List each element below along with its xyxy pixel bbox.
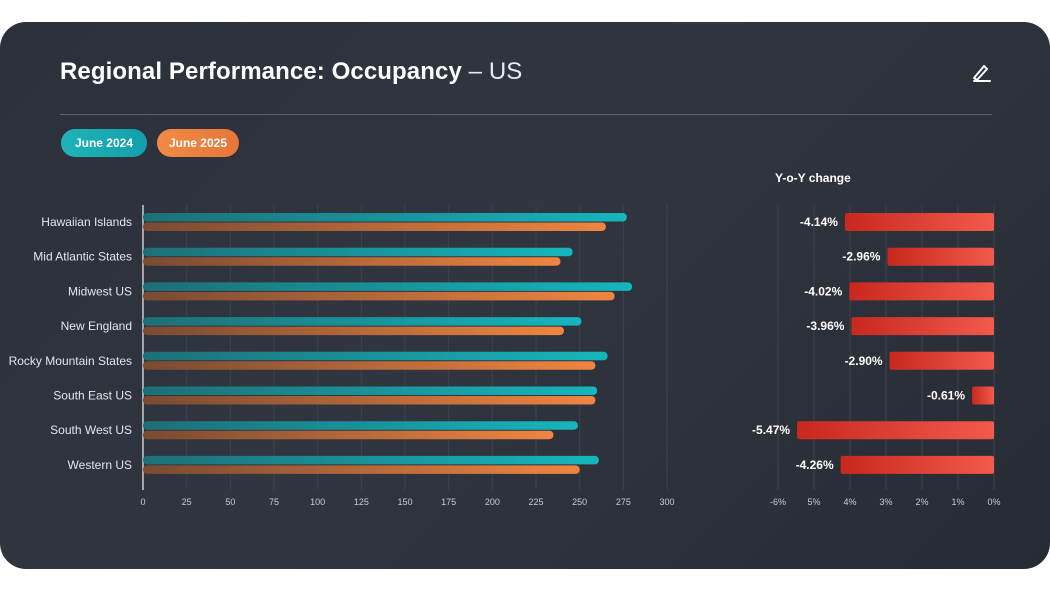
bar-june-2025 xyxy=(143,430,554,440)
yoy-data-label: -0.61% xyxy=(927,389,965,403)
category-label: South West US xyxy=(50,423,132,437)
category-label: Rocky Mountain States xyxy=(9,354,132,368)
yoy-bar xyxy=(844,213,994,231)
x-tick-label: 5% xyxy=(807,497,820,507)
yoy-bar xyxy=(797,421,994,440)
yoy-data-label: -4.02% xyxy=(804,284,842,298)
chart-title: Regional Performance: Occupancy – US xyxy=(60,58,522,86)
yoy-bar xyxy=(851,317,994,336)
bar-june-2024 xyxy=(143,455,599,465)
x-tick-label: 4% xyxy=(843,497,856,507)
yoy-data-label: -3.96% xyxy=(806,319,844,333)
x-tick-label: 225 xyxy=(528,497,543,507)
yoy-data-label: -5.47% xyxy=(752,423,790,437)
bar-june-2025 xyxy=(143,361,596,370)
bar-june-2024 xyxy=(143,386,598,395)
bar-june-2025 xyxy=(143,465,580,474)
bar-june-2025 xyxy=(143,291,615,301)
yoy-chart-title: Y-o-Y change xyxy=(775,171,851,185)
edit-pen-icon[interactable] xyxy=(970,60,994,84)
bar-june-2024 xyxy=(143,421,578,430)
legend-june-2024[interactable]: June 2024 xyxy=(61,129,147,157)
bar-june-2024 xyxy=(143,282,633,291)
category-label: Western US xyxy=(68,458,132,472)
yoy-bar xyxy=(849,282,994,301)
x-tick-label: 175 xyxy=(441,497,456,507)
yoy-data-label: -2.96% xyxy=(842,250,880,264)
x-tick-label: 100 xyxy=(310,497,325,507)
category-label: South East US xyxy=(53,389,132,403)
bar-june-2025 xyxy=(143,222,606,231)
x-tick-label: 150 xyxy=(397,497,412,507)
occupancy-bar-chart: 0 25 50 75 100 125 150 175 200 225 250 275 300 Hawaii… xyxy=(9,205,675,507)
category-label: Midwest US xyxy=(68,284,132,298)
yoy-bar xyxy=(889,351,994,370)
x-tick-label: 125 xyxy=(354,497,369,507)
legend-june-2025[interactable]: June 2025 xyxy=(157,129,239,157)
yoy-data-label: -4.14% xyxy=(800,215,838,229)
category-label: Mid Atlantic States xyxy=(33,250,132,264)
chart-title-region: – US xyxy=(461,58,523,85)
x-tick-label: 275 xyxy=(616,497,631,507)
yoy-bar xyxy=(887,247,994,266)
x-tick-label: 50 xyxy=(225,497,235,507)
bar-june-2024 xyxy=(143,351,608,361)
x-tick-label: 300 xyxy=(659,497,674,507)
x-tick-label: 200 xyxy=(485,497,500,507)
yoy-change-bar-chart: -6% 5% 4% 3% 2% 1% 0% -4.14% -2.96% -4.02% -3.96% -… xyxy=(752,205,1001,507)
yoy-data-label: -2.90% xyxy=(845,354,883,368)
x-tick-label: 25 xyxy=(182,497,192,507)
category-label: Hawaiian Islands xyxy=(41,215,132,229)
bar-june-2025 xyxy=(143,257,561,266)
bar-june-2025 xyxy=(143,396,596,405)
category-label: New England xyxy=(61,319,132,333)
yoy-data-label: -4.26% xyxy=(796,458,834,472)
x-tick-label: 0 xyxy=(140,497,145,507)
title-divider xyxy=(60,114,992,115)
x-tick-label: 2% xyxy=(915,497,928,507)
x-tick-label: 75 xyxy=(269,497,279,507)
bar-june-2025 xyxy=(143,326,564,336)
x-tick-label: 250 xyxy=(572,497,587,507)
bar-june-2024 xyxy=(143,213,627,222)
bar-june-2024 xyxy=(143,247,573,257)
x-tick-label: 3% xyxy=(879,497,892,507)
yoy-bar xyxy=(840,455,994,474)
x-tick-label: -6% xyxy=(770,497,786,507)
yoy-bar xyxy=(972,386,994,405)
chart-title-main: Regional Performance: Occupancy xyxy=(60,58,462,85)
x-tick-label: 0% xyxy=(987,497,1000,507)
x-tick-label: 1% xyxy=(951,497,964,507)
bar-june-2024 xyxy=(143,317,582,326)
